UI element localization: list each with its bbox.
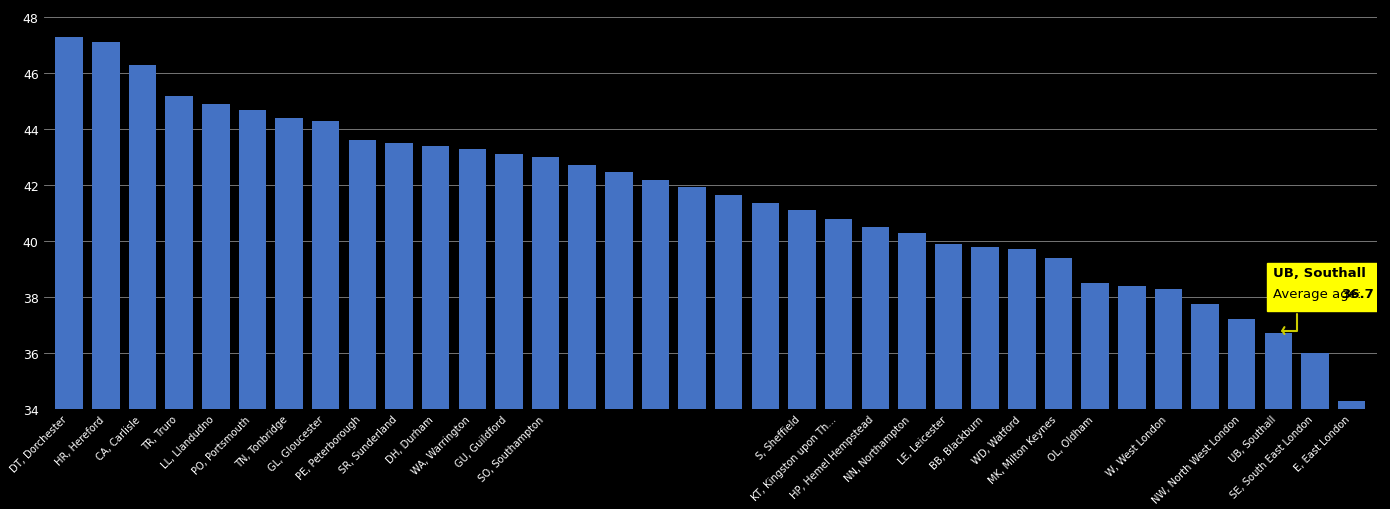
Bar xyxy=(1227,320,1255,409)
Bar xyxy=(788,211,816,409)
Bar xyxy=(495,155,523,409)
Bar xyxy=(1118,286,1145,409)
Bar xyxy=(642,181,669,409)
Bar xyxy=(1008,250,1036,409)
Bar xyxy=(532,158,559,409)
Bar xyxy=(714,195,742,409)
Bar xyxy=(824,219,852,409)
Bar xyxy=(569,165,596,409)
Bar xyxy=(1045,258,1072,409)
Bar xyxy=(605,173,632,409)
Bar xyxy=(423,147,449,409)
Bar xyxy=(165,96,193,409)
Bar xyxy=(129,66,156,409)
Bar xyxy=(92,43,120,409)
Bar xyxy=(1191,304,1219,409)
Bar xyxy=(898,233,926,409)
Bar xyxy=(1155,289,1182,409)
Bar xyxy=(678,188,706,409)
Text: UB, Southall: UB, Southall xyxy=(1273,267,1366,279)
Bar xyxy=(239,110,265,409)
Bar xyxy=(1081,284,1109,409)
Bar xyxy=(349,141,377,409)
FancyBboxPatch shape xyxy=(1268,264,1390,312)
Bar xyxy=(311,122,339,409)
Bar xyxy=(972,247,999,409)
Bar xyxy=(385,144,413,409)
Text: Average age:: Average age: xyxy=(1273,288,1365,301)
Bar xyxy=(862,228,890,409)
Bar xyxy=(1301,353,1329,409)
Bar xyxy=(752,203,780,409)
Bar xyxy=(935,244,962,409)
Bar xyxy=(459,149,486,409)
Bar xyxy=(1265,334,1293,409)
Bar xyxy=(202,105,229,409)
Text: 36.7: 36.7 xyxy=(1341,288,1373,301)
Bar xyxy=(275,119,303,409)
Bar xyxy=(56,38,83,409)
Bar xyxy=(1339,401,1365,409)
